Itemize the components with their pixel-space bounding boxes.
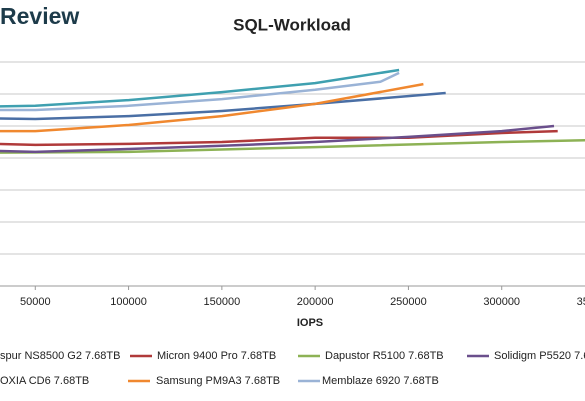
x-tick-label: 300000 — [483, 296, 520, 308]
legend-label: Samsung PM9A3 7.68TB — [156, 375, 280, 387]
legend-label: OXIA CD6 7.68TB — [0, 375, 89, 387]
legend-label: Dapustor R5100 7.68TB — [325, 350, 444, 362]
legend-label: Memblaze 6920 7.68TB — [322, 375, 439, 387]
series-line — [0, 124, 555, 154]
x-tick-label: 100000 — [110, 296, 147, 308]
legend-label: spur NS8500 G2 7.68TB — [0, 350, 120, 362]
chart-title: SQL-Workload — [233, 15, 351, 34]
series-line — [0, 139, 585, 154]
series-line — [0, 71, 400, 112]
series-line — [0, 68, 400, 108]
x-tick-label: 200000 — [297, 296, 334, 308]
series-line — [0, 82, 424, 133]
legend-label: Micron 9400 Pro 7.68TB — [157, 350, 276, 362]
x-tick-label: 250000 — [390, 296, 427, 308]
series-line — [0, 91, 446, 121]
brand: Review — [0, 3, 79, 29]
legend-label: Solidigm P5520 7.68TB — [494, 350, 585, 362]
series-line — [0, 129, 558, 147]
x-axis-label: IOPS — [297, 317, 323, 329]
x-tick-label: 150000 — [203, 296, 240, 308]
x-tick-label: 50000 — [20, 296, 51, 308]
x-tick-label: 350000 — [577, 296, 585, 308]
